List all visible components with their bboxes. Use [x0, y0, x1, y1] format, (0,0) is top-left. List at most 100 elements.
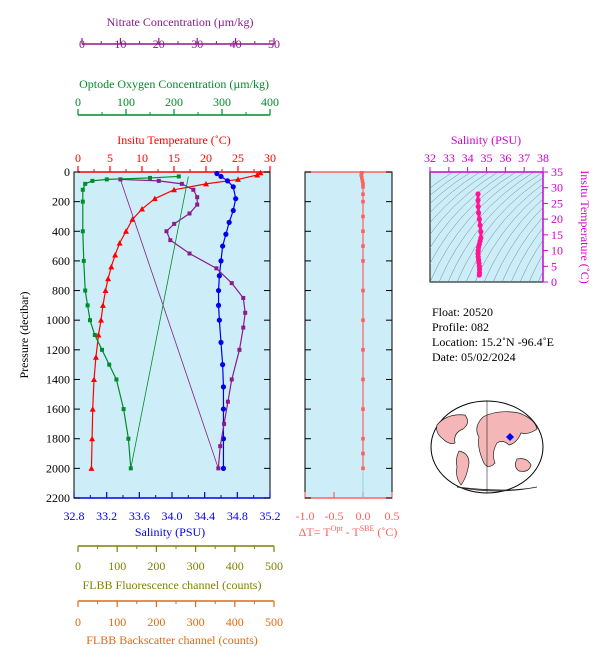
delta-t-point	[361, 407, 365, 411]
float-info: Float: 20520 Profile: 082 Location: 15.2…	[432, 305, 554, 365]
pressure-axis-tick-label: 600	[52, 254, 70, 268]
salinity-axis-tick-label: 34.0	[162, 509, 183, 523]
ts-temperature-axis-title: Insitu Temperature (˚C)	[578, 170, 592, 284]
salinity-point	[215, 287, 222, 294]
salinity-point	[230, 184, 236, 190]
optode-oxygen-point	[80, 229, 85, 234]
temperature-axis-tick-label: 5	[107, 151, 113, 165]
insitu-temperature-point	[123, 228, 129, 234]
oxygen-axis-tick-label: 200	[165, 95, 183, 109]
salinity-axis-title: Salinity (PSU)	[135, 525, 205, 539]
ts-density-contour	[430, 172, 463, 196]
pressure-axis-tick-label: 1200	[46, 343, 70, 357]
ts-salinity-axis-tick-label: 32	[424, 151, 436, 165]
world-map-landmass	[436, 414, 468, 444]
delta-t-axis-tick-label: -1.0	[296, 509, 315, 523]
salinity-axis-tick-label: 35.2	[260, 509, 281, 523]
insitu-temperature-point	[129, 216, 136, 222]
delta-t-axis-tick-label: 0.0	[356, 509, 371, 523]
pressure-axis-title: Pressure (decibar)	[17, 292, 31, 379]
ts-density-contour	[430, 172, 499, 235]
optode-oxygen-point	[88, 318, 92, 323]
insitu-temperature-point	[116, 240, 123, 246]
insitu-temperature-point	[112, 251, 119, 258]
fluorescence-axis-tick-label: 0	[75, 559, 81, 573]
oxygen-connector-line	[130, 176, 189, 469]
ts-temperature-axis-tick-label: 0	[551, 275, 557, 289]
ts-salinity-axis-title: Salinity (PSU)	[451, 133, 521, 147]
nitrate-point	[241, 295, 246, 300]
insitu-temperature-point	[99, 302, 106, 308]
nitrate-axis-tick-label: 30	[191, 37, 203, 51]
fluorescence-axis-tick-label: 200	[147, 559, 165, 573]
delta-t-point	[361, 259, 365, 263]
ts-density-contour	[528, 253, 543, 282]
float-location: Location: 15.2˚N -96.4˚E	[432, 335, 554, 349]
ts-density-contour	[465, 183, 543, 282]
ts-salinity-axis-tick-label: 35	[481, 151, 493, 165]
temperature-axis-tick-label: 25	[232, 151, 244, 165]
optode-oxygen-point	[80, 199, 85, 204]
temperature-axis-tick-label: 10	[136, 151, 148, 165]
delta-t-point	[360, 179, 365, 183]
nitrate-point	[218, 444, 223, 449]
optode-oxygen-point	[90, 178, 95, 183]
delta-t-point	[361, 466, 365, 471]
nitrate-connector-line	[120, 179, 219, 469]
optode-oxygen-point	[176, 174, 181, 179]
pressure-axis-tick-label: 1800	[46, 432, 70, 446]
delta-t-point	[361, 214, 365, 219]
ts-density-contour	[456, 177, 543, 282]
nitrate-point	[243, 310, 248, 315]
backscatter-axis-tick-label: 300	[187, 615, 205, 629]
insitu-temperature-point	[95, 332, 102, 338]
nitrate-point	[195, 195, 200, 200]
pressure-axis-tick-label: 2200	[46, 491, 70, 505]
salinity-point	[230, 207, 236, 214]
ts-point	[475, 203, 481, 210]
insitu-temperature-point	[89, 435, 96, 442]
fluorescence-axis-tick-label: 500	[265, 559, 283, 573]
backscatter-axis-tick-label: 400	[226, 615, 244, 629]
nitrate-axis-title: Nitrate Concentration (µm/kg)	[107, 15, 254, 29]
insitu-temperature-point	[105, 275, 112, 282]
ts-point	[477, 222, 483, 229]
ts-density-contour	[430, 172, 508, 249]
salinity-axis-tick-label: 33.2	[96, 509, 117, 523]
ts-point	[478, 229, 484, 235]
delta-t-point	[361, 185, 365, 189]
pressure-axis-tick-label: 1400	[46, 372, 70, 386]
delta-t-point	[361, 318, 365, 322]
ts-density-contour	[447, 172, 543, 282]
insitu-temperature-point	[203, 180, 209, 187]
optode-oxygen-point	[100, 347, 104, 352]
salinity-axis-tick-label: 34.4	[194, 509, 215, 523]
ts-salinity-axis-tick-label: 36	[499, 151, 511, 165]
insitu-temperature-point	[89, 406, 96, 412]
nitrate-point	[237, 347, 242, 352]
nitrate-point	[229, 281, 234, 286]
delta-t-axis-tick-label: 0.5	[385, 509, 400, 523]
ts-point	[475, 197, 481, 203]
insitu-temperature-point	[171, 186, 177, 193]
profile-date: Date: 05/02/2024	[432, 350, 516, 364]
optode-oxygen-point	[148, 175, 152, 180]
nitrate-axis-tick-label: 20	[153, 37, 165, 51]
insitu-temperature-point	[98, 317, 105, 323]
salinity-point	[216, 273, 222, 279]
oxygen-axis-tick-label: 300	[213, 95, 231, 109]
salinity-point	[220, 384, 227, 390]
oxygen-axis-tick-label: 0	[75, 95, 81, 109]
optode-oxygen-point	[92, 333, 97, 337]
ts-density-contour	[519, 239, 543, 282]
salinity-axis-tick-label: 33.6	[129, 509, 150, 523]
salinity-point	[218, 173, 224, 180]
salinity-point	[226, 219, 232, 225]
nitrate-axis-tick-label: 40	[230, 37, 242, 51]
pressure-axis-tick-label: 2000	[46, 461, 70, 475]
ts-temperature-axis-tick-label: 35	[551, 165, 563, 179]
insitu-temperature-point	[257, 169, 264, 176]
salinity-point	[216, 317, 222, 323]
profile-number: Profile: 082	[432, 320, 489, 334]
delta-t-point	[361, 451, 365, 456]
